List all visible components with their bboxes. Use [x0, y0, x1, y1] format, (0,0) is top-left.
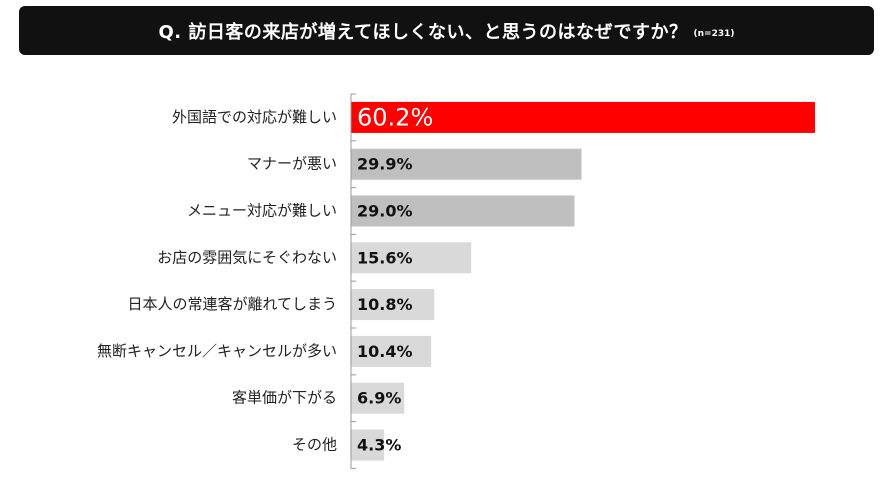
- category-label: 無断キャンセル／キャンセルが多い: [97, 342, 337, 360]
- value-label: 6.9%: [357, 389, 401, 408]
- bar-4: [351, 242, 472, 274]
- value-label: 29.9%: [357, 155, 413, 174]
- value-label: 60.2%: [357, 103, 433, 131]
- bar-7: [351, 382, 405, 414]
- sample-size: (n=231): [693, 28, 735, 39]
- value-label: 29.0%: [357, 202, 413, 221]
- category-label: 客単価が下がる: [232, 389, 337, 407]
- bar-2: [351, 148, 582, 180]
- category-label: マナーが悪い: [247, 155, 337, 173]
- bar-1: [351, 101, 815, 133]
- value-label: 15.6%: [357, 248, 413, 267]
- bar-3: [351, 195, 575, 227]
- question-title-bar: Q. 訪日客の来店が増えてほしくない、と思うのはなぜですか？ (n=231): [19, 6, 874, 55]
- category-label: お店の雰囲気にそぐわない: [157, 248, 337, 266]
- category-label: その他: [292, 436, 337, 454]
- question-title: Q. 訪日客の来店が増えてほしくない、と思うのはなぜですか？: [158, 21, 688, 43]
- category-label: 日本人の常連客が離れてしまう: [127, 295, 337, 313]
- bar-5: [351, 289, 435, 321]
- value-label: 4.3%: [357, 436, 401, 455]
- category-label: 外国語での対応が難しい: [172, 108, 337, 126]
- bar-6: [351, 335, 432, 367]
- value-label: 10.4%: [357, 342, 413, 361]
- category-label: メニュー対応が難しい: [187, 202, 337, 220]
- bar-8: [351, 429, 385, 461]
- value-label: 10.8%: [357, 295, 413, 314]
